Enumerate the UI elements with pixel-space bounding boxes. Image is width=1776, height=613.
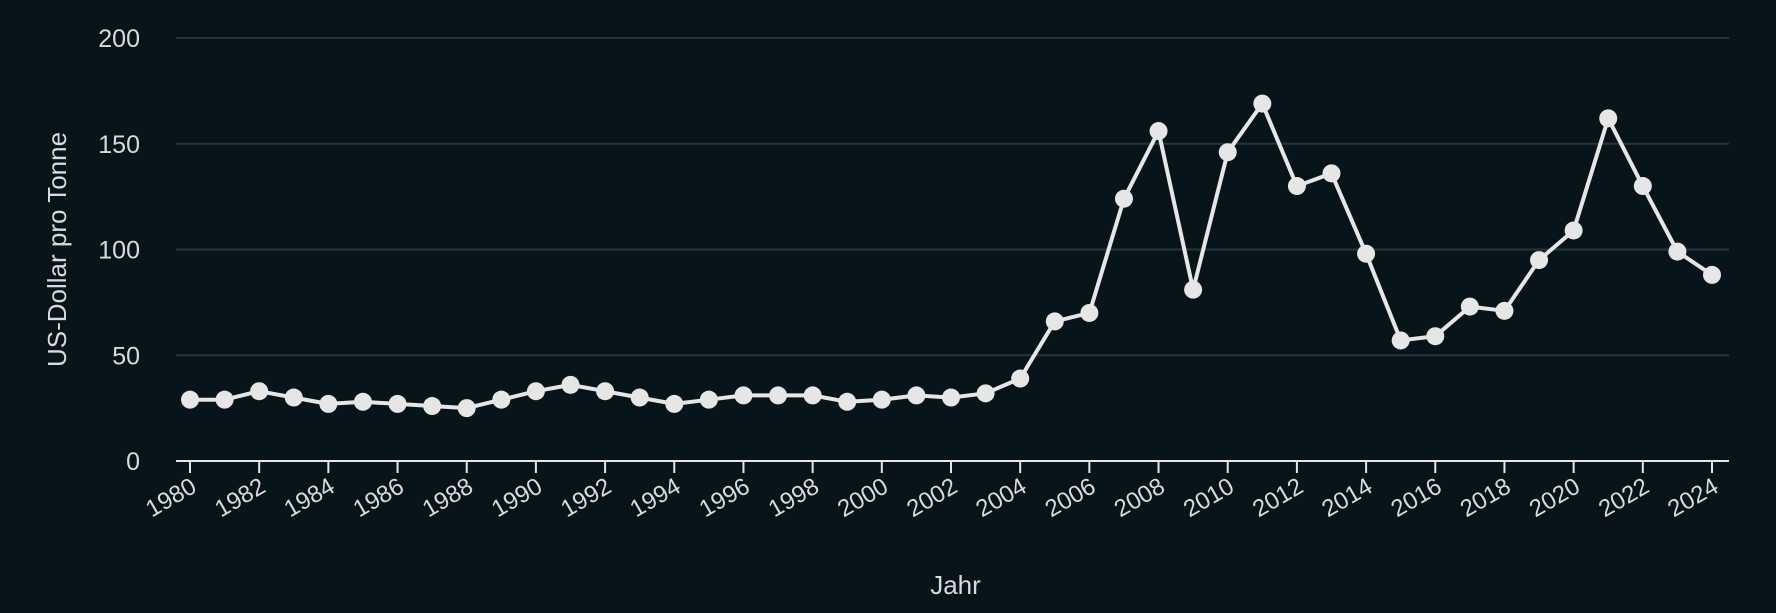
data-point <box>665 394 684 413</box>
data-point <box>423 397 442 416</box>
x-tick-label: 1988 <box>418 473 478 523</box>
x-tick-label: 2014 <box>1317 473 1377 523</box>
data-point <box>1184 280 1203 299</box>
data-point <box>1357 244 1376 263</box>
grid-lines <box>176 37 1729 357</box>
x-tick-label: 1998 <box>764 473 824 523</box>
x-axis-title: Jahr <box>930 570 981 600</box>
y-tick-label: 100 <box>98 237 140 265</box>
x-tick-label: 1996 <box>695 473 755 523</box>
y-tick-label: 50 <box>112 342 140 370</box>
series-line <box>188 101 1714 411</box>
data-point <box>1633 177 1652 196</box>
data-point <box>526 382 545 401</box>
y-tick-label: 150 <box>98 131 140 159</box>
data-point <box>1599 109 1618 128</box>
x-tick-label: 2020 <box>1525 473 1585 523</box>
data-point <box>1391 331 1410 350</box>
data-point <box>1564 221 1583 240</box>
y-axis-title: US-Dollar pro Tonne <box>42 132 72 367</box>
data-point <box>1426 327 1445 346</box>
x-tick-label: 1980 <box>141 473 201 523</box>
x-tick-label: 2000 <box>833 473 893 523</box>
x-tick-label: 2004 <box>971 473 1031 523</box>
data-point <box>1530 251 1549 270</box>
data-point <box>1253 94 1272 113</box>
data-point <box>1080 303 1099 322</box>
x-tick-label: 2022 <box>1594 473 1654 523</box>
x-tick-label: 1984 <box>280 473 340 523</box>
data-point <box>838 392 857 411</box>
x-tick-label: 2010 <box>1179 473 1239 523</box>
x-tick-label: 2024 <box>1663 473 1723 523</box>
data-point <box>1460 297 1479 316</box>
data-point <box>1495 301 1514 320</box>
data-point <box>181 390 199 409</box>
y-tick-labels: 0 50 100 150 200 <box>98 25 140 476</box>
data-point <box>1045 312 1064 331</box>
data-point <box>388 394 407 413</box>
x-tick-label: 2006 <box>1041 473 1101 523</box>
data-point <box>907 386 926 405</box>
data-point <box>1114 189 1133 208</box>
data-point <box>353 392 372 411</box>
data-point <box>630 388 649 407</box>
data-point <box>215 390 234 409</box>
series <box>181 94 1721 418</box>
data-point <box>872 390 891 409</box>
data-point <box>1703 265 1721 284</box>
x-tick-label: 2016 <box>1387 473 1447 523</box>
y-tick-label: 0 <box>126 448 140 476</box>
x-tick-label: 1982 <box>210 473 270 523</box>
data-point <box>942 388 960 407</box>
x-tick-label: 1992 <box>556 473 616 523</box>
x-tick-label: 2018 <box>1456 473 1516 523</box>
x-tick-label: 2002 <box>902 473 962 523</box>
x-tick-label: 2008 <box>1110 473 1170 523</box>
data-point <box>596 382 615 401</box>
data-point <box>1668 242 1687 261</box>
data-point <box>250 382 269 401</box>
data-point <box>769 386 788 405</box>
data-point <box>699 390 718 409</box>
data-point <box>803 386 822 405</box>
data-point <box>561 375 580 394</box>
data-point <box>1322 164 1341 183</box>
x-tick-label: 2012 <box>1248 473 1308 523</box>
data-point <box>319 394 338 413</box>
y-tick-label: 200 <box>98 25 140 53</box>
x-tick-label: 1990 <box>487 473 547 523</box>
data-point <box>457 399 476 418</box>
data-point <box>1287 177 1306 196</box>
x-tick-label: 1994 <box>626 473 686 523</box>
data-point <box>284 388 303 407</box>
data-point <box>1149 122 1168 141</box>
x-tick-label: 1986 <box>349 473 409 523</box>
data-point <box>1011 369 1030 388</box>
data-point <box>492 390 511 409</box>
data-point <box>734 386 753 405</box>
x-tick-marks-and-labels: 1980 1982 1984 1986 1988 1990 1992 1994 1996 1998… <box>141 461 1723 523</box>
data-point <box>1218 143 1237 162</box>
data-point <box>976 384 995 403</box>
